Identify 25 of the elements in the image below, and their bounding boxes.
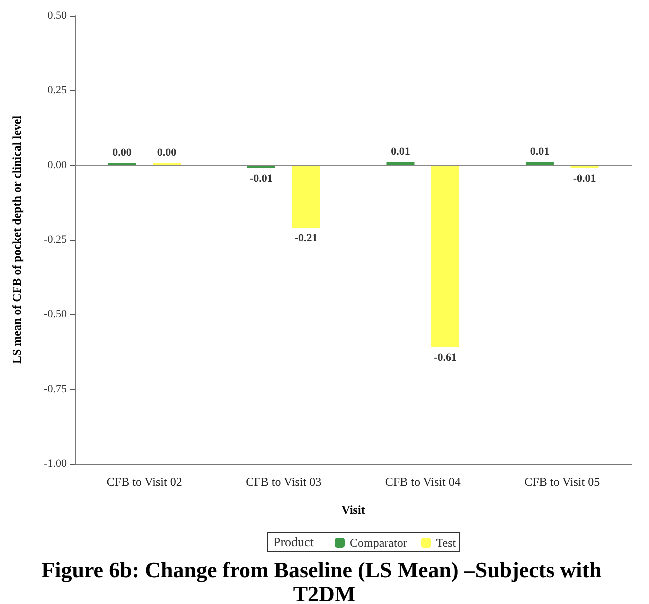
data-label: -0.21 bbox=[294, 232, 318, 245]
y-axis-title: LS mean of CFB of pocket depth or clinical level bbox=[10, 115, 24, 364]
x-tick-label: CFB to Visit 03 bbox=[246, 475, 322, 489]
data-label: 0.01 bbox=[530, 146, 550, 158]
legend-label: Test bbox=[436, 536, 457, 550]
data-label: -0.61 bbox=[434, 352, 457, 364]
text: Figure 6b: Change from Baseline (LS Mean) –Subjects with T2DM bbox=[42, 558, 608, 604]
x-axis-title: Visit bbox=[342, 503, 366, 517]
y-tick-label: 0.25 bbox=[48, 84, 68, 97]
x-tick-label: CFB to Visit 02 bbox=[106, 475, 182, 489]
y-tick-label: -0.50 bbox=[44, 308, 68, 321]
data-label: 0.00 bbox=[112, 146, 132, 159]
legend-label: Comparator bbox=[350, 536, 408, 550]
y-tick-label: 0.50 bbox=[48, 10, 68, 22]
y-tick-label: -0.75 bbox=[44, 383, 68, 396]
x-tick-label: CFB to Visit 05 bbox=[524, 475, 600, 489]
data-label: 0.00 bbox=[157, 146, 178, 159]
y-tick-label: -1.00 bbox=[44, 458, 68, 470]
legend-title: Product bbox=[274, 534, 314, 550]
x-tick-label: CFB to Visit 04 bbox=[385, 475, 461, 489]
y-tick-label: 0.00 bbox=[48, 159, 68, 172]
data-label: -0.01 bbox=[573, 172, 596, 185]
data-label: 0.01 bbox=[391, 146, 410, 158]
data-label: -0.01 bbox=[250, 172, 273, 185]
y-tick-label: -0.25 bbox=[44, 234, 68, 246]
